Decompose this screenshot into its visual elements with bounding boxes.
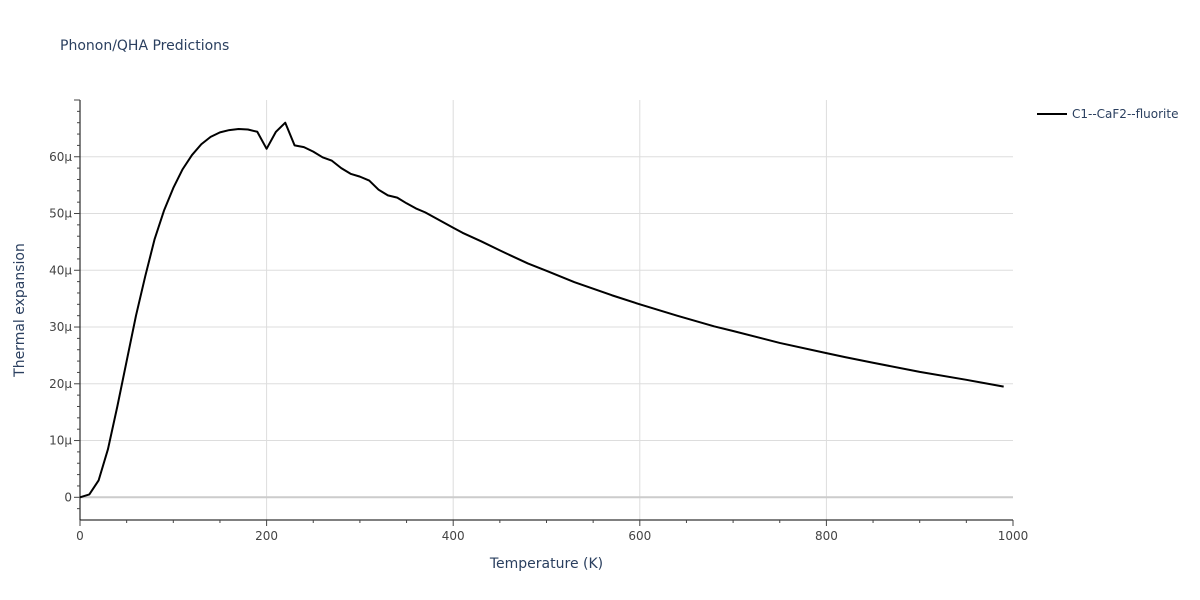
axes: 0 200 400 600 800 1000 0 10μ 20μ 30μ 40μ 50μ 60μ [49,99,1029,543]
y-tick-label: 60μ [49,150,72,164]
legend-label: C1--CaF2--fluorite [1072,107,1178,121]
y-tick-label: 40μ [49,263,72,277]
y-axis-title: Thermal expansion [12,243,28,378]
x-axis-title: Temperature (K) [489,556,603,572]
chart-title: Phonon/QHA Predictions [60,38,229,54]
x-tick-label: 200 [255,529,278,543]
y-tick-label: 50μ [49,207,72,221]
plot-area [79,121,1004,499]
x-tick-label: 600 [628,529,651,543]
legend[interactable]: C1--CaF2--fluorite [1037,107,1178,121]
x-tick-label: 1000 [998,529,1029,543]
x-tick-label: 0 [76,529,84,543]
y-tick-label: 30μ [49,320,72,334]
y-tick-label: 0 [64,490,72,504]
x-tick-label: 400 [442,529,465,543]
grid [80,100,1013,520]
x-tick-label: 800 [815,529,838,543]
series-line[interactable] [79,121,1004,499]
y-tick-label: 20μ [49,377,72,391]
y-tick-label: 10μ [49,434,72,448]
